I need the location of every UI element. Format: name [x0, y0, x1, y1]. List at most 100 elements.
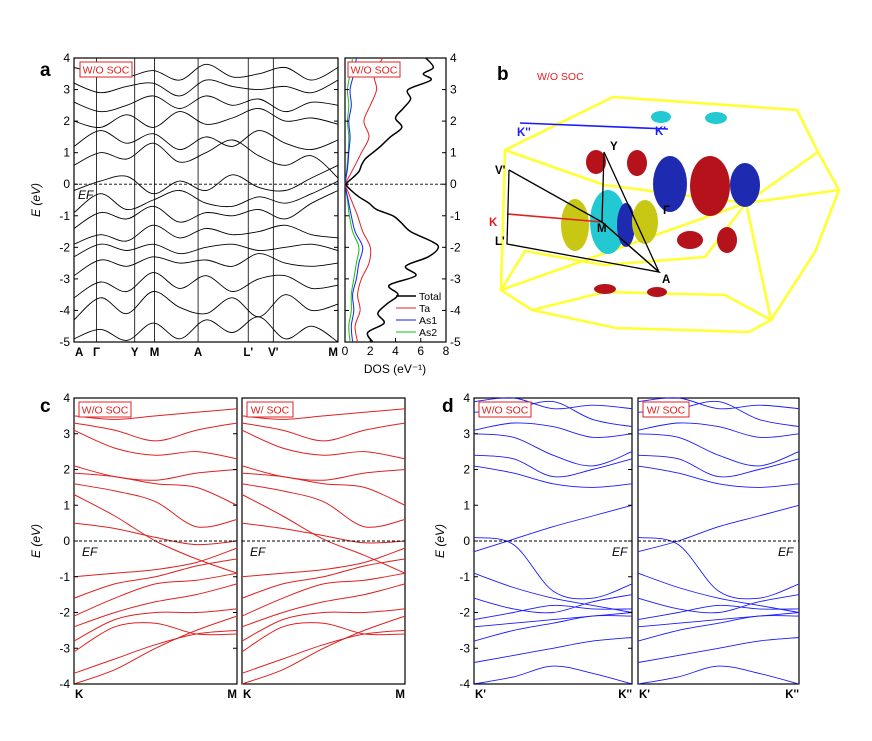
panel-d-wo-bands [473, 397, 633, 685]
legend-label: As1 [419, 315, 437, 327]
band-line [241, 622, 406, 653]
band-line [241, 522, 406, 544]
band-line [73, 291, 339, 321]
x-tick-label: K [75, 689, 84, 701]
panel-d-wo-box-text: W/O SOC [482, 405, 529, 417]
band-line [473, 433, 633, 467]
dos-y-ticks: -5 -4 -3 -2 -1 0 1 2 3 4 [345, 51, 461, 349]
x-tick-label: Γ [93, 347, 100, 359]
band-line [637, 594, 800, 614]
y-tick-label: -1 [59, 570, 70, 584]
pocket-cyan-1 [590, 190, 626, 254]
band-line [473, 665, 633, 685]
dos-x-ticks: 0 2 4 6 8 [342, 338, 450, 358]
bz-bottom-face [530, 290, 773, 334]
x-tick-label: M [150, 347, 160, 359]
dos-y-tick-label: -3 [450, 272, 461, 286]
dos-series-as1 [344, 57, 364, 343]
band-line [73, 243, 339, 258]
band-line [637, 572, 800, 613]
panel-a-box-label: W/O SOC [79, 61, 133, 78]
band-line [73, 494, 238, 574]
band-line [73, 130, 339, 150]
bz-edge-left-bottom [500, 288, 533, 312]
panel-d-wo-frame [473, 397, 633, 685]
band-line [73, 522, 238, 546]
dos-x-tick-label: 6 [417, 344, 424, 358]
panel-b-kpath [506, 122, 669, 274]
x-tick-label: Y [131, 347, 139, 359]
band-line [73, 422, 238, 442]
band-line [73, 316, 339, 343]
panel-c-wo-box-text: W/O SOC [82, 405, 129, 417]
band-line [473, 594, 633, 614]
panel-c-w-fermi-label: EF [250, 545, 266, 559]
band-line [473, 604, 633, 621]
y-tick-label: 3 [463, 427, 470, 441]
brillouin-zone [499, 95, 841, 334]
band-line [637, 504, 800, 553]
band-line [73, 465, 238, 481]
band-line [241, 422, 406, 442]
y-tick-label: -2 [459, 606, 470, 620]
dos-y-tick-label: -1 [450, 209, 461, 223]
y-tick-label: -4 [59, 677, 70, 691]
y-tick-label: 2 [63, 463, 70, 477]
panel-d-w-box-text: W/ SOC [647, 405, 686, 417]
y-tick-label: 1 [63, 498, 70, 512]
kpt-A: A [662, 274, 670, 286]
band-line [73, 429, 238, 460]
dos-y-tick-label: -5 [450, 335, 461, 349]
y-tick-label: 4 [63, 51, 70, 65]
legend-label: Ta [419, 303, 430, 315]
x-tick-label: K [243, 689, 252, 701]
panel-a-dos: -5 -4 -3 -2 -1 0 1 2 3 4 0 2 4 6 8 W/O SOC TotalTaAs1… [342, 51, 461, 376]
fermi-pockets [561, 111, 760, 297]
band-line [73, 272, 339, 299]
panel-d-wo-x-ticks: K' K'' [475, 689, 632, 701]
dos-x-axis-label: DOS (eV⁻¹) [364, 362, 426, 376]
bz-edge-right [813, 189, 841, 253]
dos-y-tick-label: 4 [450, 51, 457, 65]
x-tick-label: L' [243, 347, 253, 359]
y-tick-label: 1 [63, 146, 70, 160]
panel-c-wo-bands [73, 408, 238, 685]
dos-y-tick-label: -2 [450, 240, 461, 254]
panel-a-box-frame [79, 61, 133, 78]
band-line [473, 465, 633, 488]
x-tick-label: K'' [618, 689, 632, 701]
panel-a-kpath-lines [96, 58, 274, 342]
y-tick-label: -3 [59, 641, 70, 655]
kpath-K-M [506, 213, 603, 223]
dos-box-text: W/O SOC [351, 65, 398, 77]
panel-d-wo-fermi-label: EF [612, 545, 628, 559]
dos-y-tick-label: 3 [450, 83, 457, 97]
band-line [73, 164, 339, 195]
pocket-red-6 [594, 284, 616, 294]
x-tick-label: A [194, 347, 202, 359]
dos-series-ta [345, 57, 384, 343]
panel-c-y-ticks: -4 -3 -2 -1 0 1 2 3 4 [59, 391, 237, 691]
pocket-blue-2 [730, 163, 760, 207]
y-tick-label: -2 [59, 606, 70, 620]
panel-d-wo-box-label: W/O SOC [478, 401, 532, 418]
panel-d-y-ticks: -4 -3 -2 -1 0 1 2 3 4 [459, 391, 632, 691]
y-tick-label: -2 [59, 240, 70, 254]
band-line [473, 572, 633, 613]
x-tick-label: K'' [785, 689, 799, 701]
band-line [241, 483, 406, 528]
band-line [73, 108, 339, 128]
band-line [73, 139, 339, 179]
kpt-M: M [597, 223, 607, 235]
dos-series-total [345, 57, 440, 343]
pocket-blue-1 [653, 156, 687, 212]
band-line [73, 583, 238, 628]
y-tick-label: 3 [63, 427, 70, 441]
panel-b-soc-label: W/O SOC [537, 71, 584, 83]
bz-edge-right-bottom [769, 251, 817, 321]
y-tick-label: 2 [63, 114, 70, 128]
panel-d-w-box-frame [642, 401, 690, 418]
kpt-Vp: V' [495, 165, 506, 177]
